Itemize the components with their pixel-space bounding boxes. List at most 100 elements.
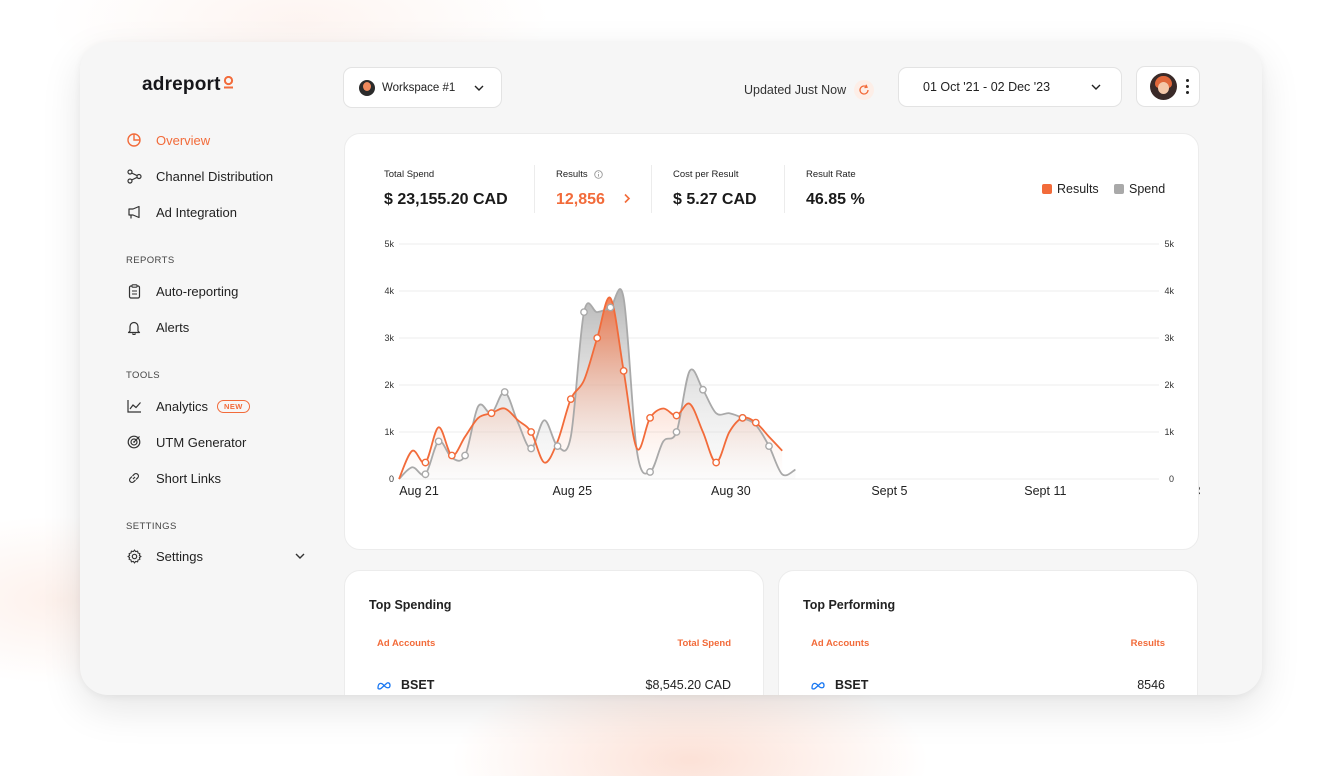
metric-cost-per-result: Cost per Result $ 5.27 CAD xyxy=(673,169,757,209)
column-header[interactable]: Ad Accounts xyxy=(377,638,436,649)
sidebar-item-overview[interactable]: Overview xyxy=(126,129,210,151)
results-point xyxy=(487,409,496,418)
x-tick-label: Aug 30 xyxy=(711,484,751,498)
y-tick-label-left: 5k xyxy=(384,239,394,249)
sidebar-item-label: Overview xyxy=(156,132,211,148)
spend-point xyxy=(646,468,654,476)
metric-value: $ 23,155.20 CAD xyxy=(384,191,508,208)
sidebar-item-label: Settings xyxy=(156,548,203,564)
sidebar-item-label: Auto-reporting xyxy=(156,283,239,299)
y-tick-label-left: 0 xyxy=(389,474,394,484)
location-pin-icon xyxy=(223,75,233,88)
spend-point xyxy=(434,437,443,446)
clipboard-icon xyxy=(126,283,142,299)
section-label-tools: TOOLS xyxy=(126,370,161,381)
results-point xyxy=(646,413,654,422)
sidebar-item-label: UTM Generator xyxy=(156,434,247,450)
table-row[interactable]: BSET xyxy=(811,678,868,692)
metric-total-spend: Total Spend $ 23,155.20 CAD xyxy=(384,169,508,209)
legend-swatch xyxy=(1114,184,1124,194)
y-tick-label-left: 2k xyxy=(384,380,394,390)
chevron-down-icon xyxy=(474,85,484,91)
legend-item-spend[interactable]: Spend xyxy=(1114,182,1165,196)
x-tick-label: Aug 21 xyxy=(399,484,439,498)
legend-label: Spend xyxy=(1129,182,1166,196)
y-tick-label-right: 0 xyxy=(1169,474,1174,484)
gear-icon xyxy=(126,548,142,564)
metric-results[interactable]: Results 12,856 xyxy=(556,169,631,209)
updated-label: Updated Just Now xyxy=(744,83,847,97)
spend-point xyxy=(527,444,536,453)
metric-divider xyxy=(651,165,652,213)
account-name: BSET xyxy=(835,678,869,692)
user-menu[interactable] xyxy=(1136,66,1200,107)
results-point xyxy=(447,451,456,460)
refresh-button[interactable] xyxy=(854,80,875,100)
sidebar-item-label: Analytics xyxy=(156,398,209,414)
spend-point xyxy=(699,385,707,394)
sidebar-item-analytics[interactable]: Analytics NEW xyxy=(126,395,250,417)
y-tick-label-left: 4k xyxy=(384,286,394,296)
chevron-down-icon[interactable] xyxy=(294,545,306,567)
sidebar-item-alerts[interactable]: Alerts xyxy=(126,316,189,338)
table-row[interactable]: BSET xyxy=(377,678,434,692)
sidebar-item-utm-generator[interactable]: UTM Generator xyxy=(126,431,246,453)
more-vertical-icon[interactable] xyxy=(1186,79,1189,94)
sidebar-item-ad-integration[interactable]: Ad Integration xyxy=(126,201,237,223)
metric-label: Results xyxy=(556,169,588,180)
row-value: 8546 xyxy=(1137,678,1165,692)
y-tick-label-right: 1k xyxy=(1164,427,1174,437)
results-area xyxy=(399,297,783,479)
sidebar-item-short-links[interactable]: Short Links xyxy=(126,467,221,489)
spend-point xyxy=(672,428,681,436)
logo-text: adreport xyxy=(142,74,221,95)
spend-point xyxy=(606,303,615,312)
section-label-settings: SETTINGS xyxy=(126,521,177,532)
chevron-down-icon xyxy=(1091,84,1101,90)
results-point xyxy=(619,366,628,375)
app-window: adreport Overview Channel Distribution A… xyxy=(80,42,1262,695)
sidebar-item-auto-reporting[interactable]: Auto-reporting xyxy=(126,280,238,302)
meta-icon xyxy=(377,681,391,690)
workspace-select[interactable]: Workspace #1 xyxy=(343,67,502,108)
megaphone-icon xyxy=(126,204,142,220)
app-logo[interactable]: adreport xyxy=(142,74,234,96)
spend-point xyxy=(765,442,773,450)
workspace-avatar xyxy=(359,79,375,96)
bell-icon xyxy=(126,319,142,335)
x-tick-label: Sept 25 xyxy=(1198,484,1200,498)
metric-result-rate: Result Rate 46.85 % xyxy=(806,169,865,209)
chevron-right-icon[interactable] xyxy=(623,193,631,204)
column-header[interactable]: Total Spend xyxy=(677,638,731,649)
legend-item-results[interactable]: Results xyxy=(1042,182,1099,196)
y-tick-label-right: 3k xyxy=(1164,333,1174,343)
x-tick-label: Sept 5 xyxy=(871,484,907,498)
meta-icon xyxy=(811,681,825,690)
sidebar-item-channel-distribution[interactable]: Channel Distribution xyxy=(126,165,273,187)
date-range-picker[interactable]: 01 Oct '21 - 02 Dec '23 xyxy=(898,67,1122,107)
metric-value: 46.85 % xyxy=(806,191,865,208)
date-range-label: 01 Oct '21 - 02 Dec '23 xyxy=(923,80,1051,94)
results-point xyxy=(712,458,721,467)
results-point xyxy=(672,411,681,420)
x-tick-label: Aug 25 xyxy=(552,484,592,498)
column-header[interactable]: Results xyxy=(1130,638,1165,649)
network-icon xyxy=(126,168,142,184)
spend-point xyxy=(461,451,469,460)
legend-label: Results xyxy=(1057,182,1099,196)
line-chart-icon xyxy=(126,398,142,414)
sidebar-item-settings[interactable]: Settings xyxy=(126,545,316,567)
avatar xyxy=(1150,73,1177,100)
metric-divider xyxy=(534,165,535,213)
y-tick-label-right: 4k xyxy=(1164,286,1174,296)
section-label-reports: REPORTS xyxy=(126,255,175,266)
info-icon[interactable] xyxy=(593,170,603,179)
results-point xyxy=(566,395,575,403)
sidebar-item-label: Alerts xyxy=(156,319,190,335)
card-title: Top Spending xyxy=(369,598,452,612)
workspace-label: Workspace #1 xyxy=(382,81,456,94)
column-header[interactable]: Ad Accounts xyxy=(811,638,870,649)
refresh-icon xyxy=(859,84,869,95)
link-icon xyxy=(126,470,142,486)
top-spending-card: Top Spending Ad Accounts Total Spend BSE… xyxy=(344,570,764,695)
